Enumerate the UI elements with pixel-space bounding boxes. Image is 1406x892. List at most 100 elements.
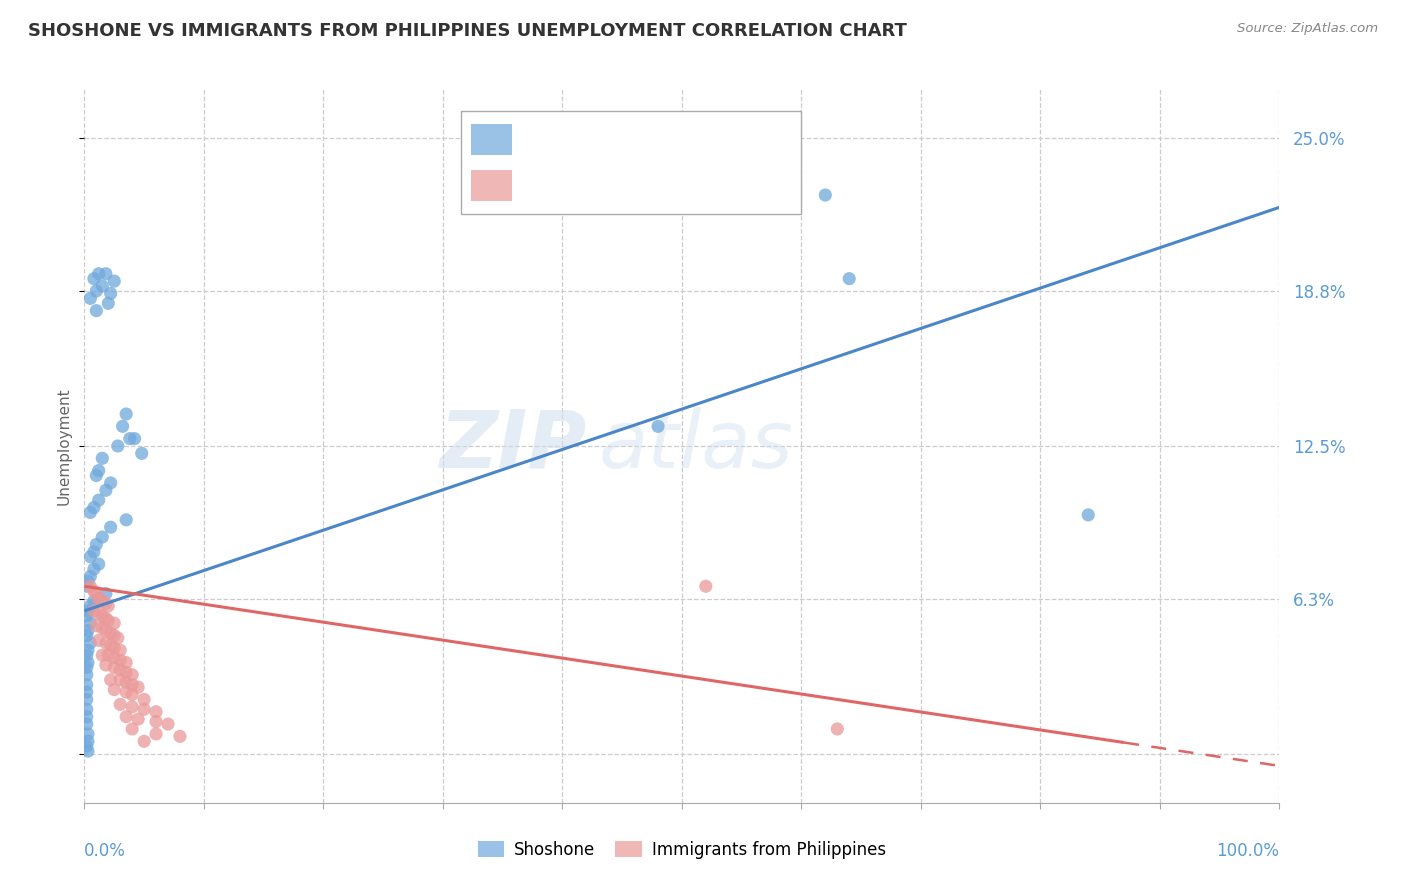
Point bbox=[825, 722, 848, 736]
Point bbox=[814, 188, 837, 202]
Point bbox=[87, 267, 110, 281]
Point bbox=[110, 663, 132, 677]
Point bbox=[79, 636, 101, 650]
Point bbox=[107, 439, 129, 453]
Point bbox=[103, 274, 125, 288]
Point bbox=[76, 648, 98, 662]
Point bbox=[91, 530, 114, 544]
Text: 100.0%: 100.0% bbox=[1216, 842, 1279, 860]
Point bbox=[76, 685, 98, 699]
Point bbox=[76, 660, 98, 674]
Point bbox=[110, 643, 132, 657]
Y-axis label: Unemployment: Unemployment bbox=[56, 387, 72, 505]
Point bbox=[127, 712, 149, 726]
Point bbox=[87, 591, 110, 606]
Point bbox=[97, 614, 120, 628]
Point bbox=[86, 468, 108, 483]
Point bbox=[76, 739, 98, 754]
Point bbox=[94, 267, 117, 281]
Point bbox=[79, 505, 101, 519]
Point bbox=[115, 407, 138, 421]
Point bbox=[695, 579, 717, 593]
Point bbox=[647, 419, 669, 434]
Point bbox=[103, 660, 125, 674]
Point bbox=[91, 621, 114, 635]
Point bbox=[132, 692, 156, 706]
Point bbox=[94, 597, 117, 611]
Point bbox=[121, 722, 143, 736]
Point bbox=[83, 562, 105, 576]
Point bbox=[94, 587, 117, 601]
Point bbox=[91, 608, 114, 623]
Point bbox=[87, 557, 110, 571]
Point bbox=[127, 680, 149, 694]
Point bbox=[76, 579, 98, 593]
Point bbox=[103, 650, 125, 665]
Legend: Shoshone, Immigrants from Philippines: Shoshone, Immigrants from Philippines bbox=[471, 835, 893, 866]
Point bbox=[115, 513, 138, 527]
Point bbox=[1077, 508, 1099, 522]
Point bbox=[79, 599, 101, 613]
Point bbox=[97, 648, 120, 662]
Point bbox=[83, 594, 105, 608]
Point bbox=[115, 709, 138, 723]
Point bbox=[86, 303, 108, 318]
Point bbox=[103, 628, 125, 642]
Point bbox=[86, 618, 108, 632]
Point bbox=[115, 675, 138, 690]
Text: atlas: atlas bbox=[599, 407, 793, 485]
Point bbox=[121, 688, 143, 702]
Point bbox=[91, 451, 114, 466]
Point bbox=[79, 569, 101, 583]
Point bbox=[97, 599, 120, 613]
Point bbox=[87, 633, 110, 648]
Point bbox=[77, 727, 100, 741]
Point bbox=[124, 432, 146, 446]
Point bbox=[115, 685, 138, 699]
Point bbox=[100, 626, 122, 640]
Point bbox=[111, 419, 134, 434]
Point bbox=[77, 624, 100, 638]
Point bbox=[91, 279, 114, 293]
Point bbox=[77, 734, 100, 748]
Point bbox=[103, 616, 125, 631]
Point bbox=[91, 594, 114, 608]
Point bbox=[121, 678, 143, 692]
Point bbox=[87, 493, 110, 508]
Point bbox=[77, 574, 100, 589]
Point bbox=[115, 656, 138, 670]
Point bbox=[79, 291, 101, 305]
Point bbox=[76, 692, 98, 706]
Text: SHOSHONE VS IMMIGRANTS FROM PHILIPPINES UNEMPLOYMENT CORRELATION CHART: SHOSHONE VS IMMIGRANTS FROM PHILIPPINES … bbox=[28, 22, 907, 40]
Point bbox=[86, 284, 108, 298]
Point bbox=[76, 628, 98, 642]
Point bbox=[87, 591, 110, 606]
Point bbox=[87, 464, 110, 478]
Point bbox=[132, 734, 156, 748]
Point bbox=[121, 699, 143, 714]
Point bbox=[79, 579, 101, 593]
Point bbox=[100, 286, 122, 301]
Point bbox=[100, 638, 122, 652]
Point bbox=[100, 520, 122, 534]
Point bbox=[83, 500, 105, 515]
Point bbox=[76, 678, 98, 692]
Point bbox=[118, 432, 141, 446]
Point bbox=[169, 730, 191, 744]
Point bbox=[79, 549, 101, 564]
Point bbox=[94, 483, 117, 498]
Point bbox=[94, 636, 117, 650]
Point bbox=[94, 658, 117, 673]
Point bbox=[86, 587, 108, 601]
Point bbox=[83, 584, 105, 599]
Point bbox=[145, 727, 167, 741]
Point bbox=[77, 643, 100, 657]
Point bbox=[97, 296, 120, 310]
Point bbox=[103, 640, 125, 655]
Point bbox=[77, 656, 100, 670]
Point bbox=[838, 271, 860, 285]
Point bbox=[132, 702, 156, 716]
Point bbox=[76, 702, 98, 716]
Point bbox=[79, 616, 101, 631]
Point bbox=[76, 668, 98, 682]
